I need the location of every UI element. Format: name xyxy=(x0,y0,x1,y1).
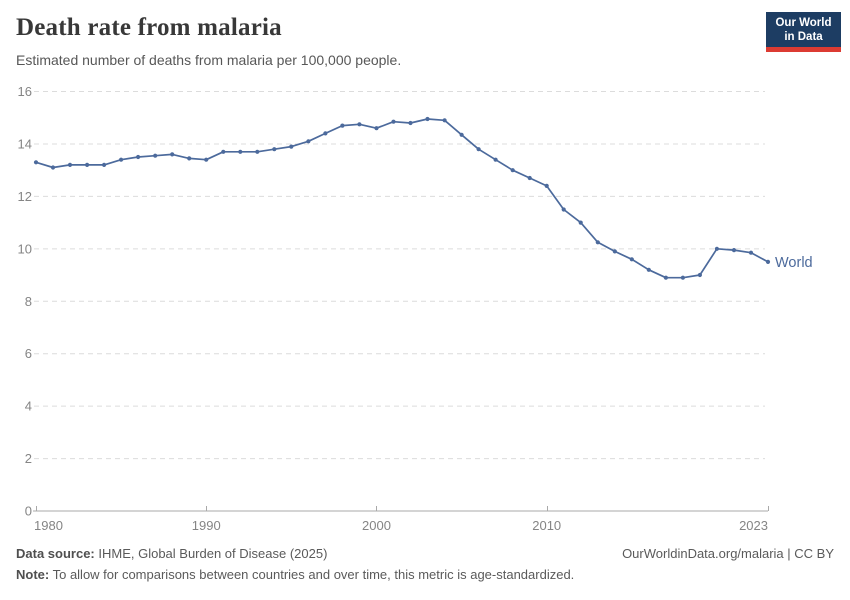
data-point xyxy=(50,165,56,170)
y-tick-label: 14 xyxy=(18,136,32,151)
x-tick-label: 1990 xyxy=(192,518,221,533)
y-tick-label: 8 xyxy=(25,294,32,309)
data-point xyxy=(391,119,396,124)
owid-logo-line2: in Data xyxy=(784,31,823,43)
data-point xyxy=(561,207,566,212)
data-point xyxy=(578,220,583,225)
data-point xyxy=(544,183,549,188)
data-point xyxy=(170,152,175,157)
data-point xyxy=(442,118,447,123)
footer-source-row: Data source: IHME, Global Burden of Dise… xyxy=(16,546,834,567)
data-point xyxy=(272,147,277,152)
series-end-label: World xyxy=(775,255,813,271)
x-tick-label: 2000 xyxy=(362,518,391,533)
data-point xyxy=(67,162,73,167)
data-point xyxy=(136,154,141,160)
data-point xyxy=(33,160,39,165)
data-point xyxy=(714,246,720,251)
data-point xyxy=(408,120,413,126)
data-point xyxy=(459,132,464,137)
data-point xyxy=(731,248,737,253)
data-point xyxy=(476,147,481,152)
data-point xyxy=(646,267,651,272)
x-tick-label: 2023 xyxy=(739,518,768,533)
note-label: Note: xyxy=(16,567,50,582)
data-point xyxy=(238,149,243,154)
data-point xyxy=(510,168,515,173)
y-tick-label: 10 xyxy=(18,241,32,256)
data-source: Data source: IHME, Global Burden of Dise… xyxy=(16,546,327,561)
chart-subtitle: Estimated number of deaths from malaria … xyxy=(16,52,402,68)
data-point xyxy=(153,153,158,158)
x-tick-label: 2010 xyxy=(532,518,561,533)
footer-note: Note: To allow for comparisons between c… xyxy=(16,567,574,582)
data-point xyxy=(527,175,532,181)
malaria-line-chart: 0 2 4 6 8 10 12 14 16 1980 1990 2000 2010 2023 World xyxy=(18,84,813,533)
data-point xyxy=(425,116,430,122)
logo-red-stripe xyxy=(766,47,841,52)
data-point xyxy=(119,157,124,162)
data-point xyxy=(612,249,617,254)
chart-footer: Data source: IHME, Global Burden of Dise… xyxy=(16,546,834,582)
data-point xyxy=(255,149,260,154)
data-point xyxy=(340,123,345,128)
y-tick-label: 2 xyxy=(25,451,32,466)
owid-logo: Our World in Data xyxy=(766,12,841,52)
owid-logo-box: Our World in Data xyxy=(766,12,841,47)
y-tick-label: 6 xyxy=(25,346,32,361)
data-point xyxy=(289,144,294,149)
data-point xyxy=(221,149,226,154)
chart-title: Death rate from malaria xyxy=(16,14,282,41)
data-point xyxy=(629,257,634,262)
data-point xyxy=(493,157,498,162)
data-point xyxy=(357,122,362,127)
data-point xyxy=(323,131,328,136)
data-point xyxy=(187,156,192,161)
y-tick-label: 0 xyxy=(25,504,32,519)
data-point xyxy=(595,240,600,245)
data-source-label: Data source: xyxy=(16,546,95,561)
data-point xyxy=(680,275,686,280)
data-source-text: IHME, Global Burden of Disease (2025) xyxy=(94,546,328,561)
x-tick-label: 1980 xyxy=(34,518,63,533)
data-point xyxy=(663,275,669,280)
y-tick-label: 4 xyxy=(25,399,32,414)
footer-attribution: OurWorldinData.org/malaria | CC BY xyxy=(622,546,834,561)
owid-logo-line1: Our World xyxy=(775,17,832,29)
y-tick-label: 16 xyxy=(18,84,32,99)
series-line xyxy=(35,118,769,279)
data-point xyxy=(748,250,754,255)
data-point xyxy=(102,162,107,167)
data-point xyxy=(697,272,703,278)
data-point xyxy=(204,157,209,162)
data-point xyxy=(765,259,771,264)
y-tick-label: 12 xyxy=(18,189,32,204)
note-text: To allow for comparisons between countri… xyxy=(49,567,575,582)
data-point xyxy=(85,162,90,167)
data-point xyxy=(374,126,379,131)
data-point xyxy=(306,139,311,144)
